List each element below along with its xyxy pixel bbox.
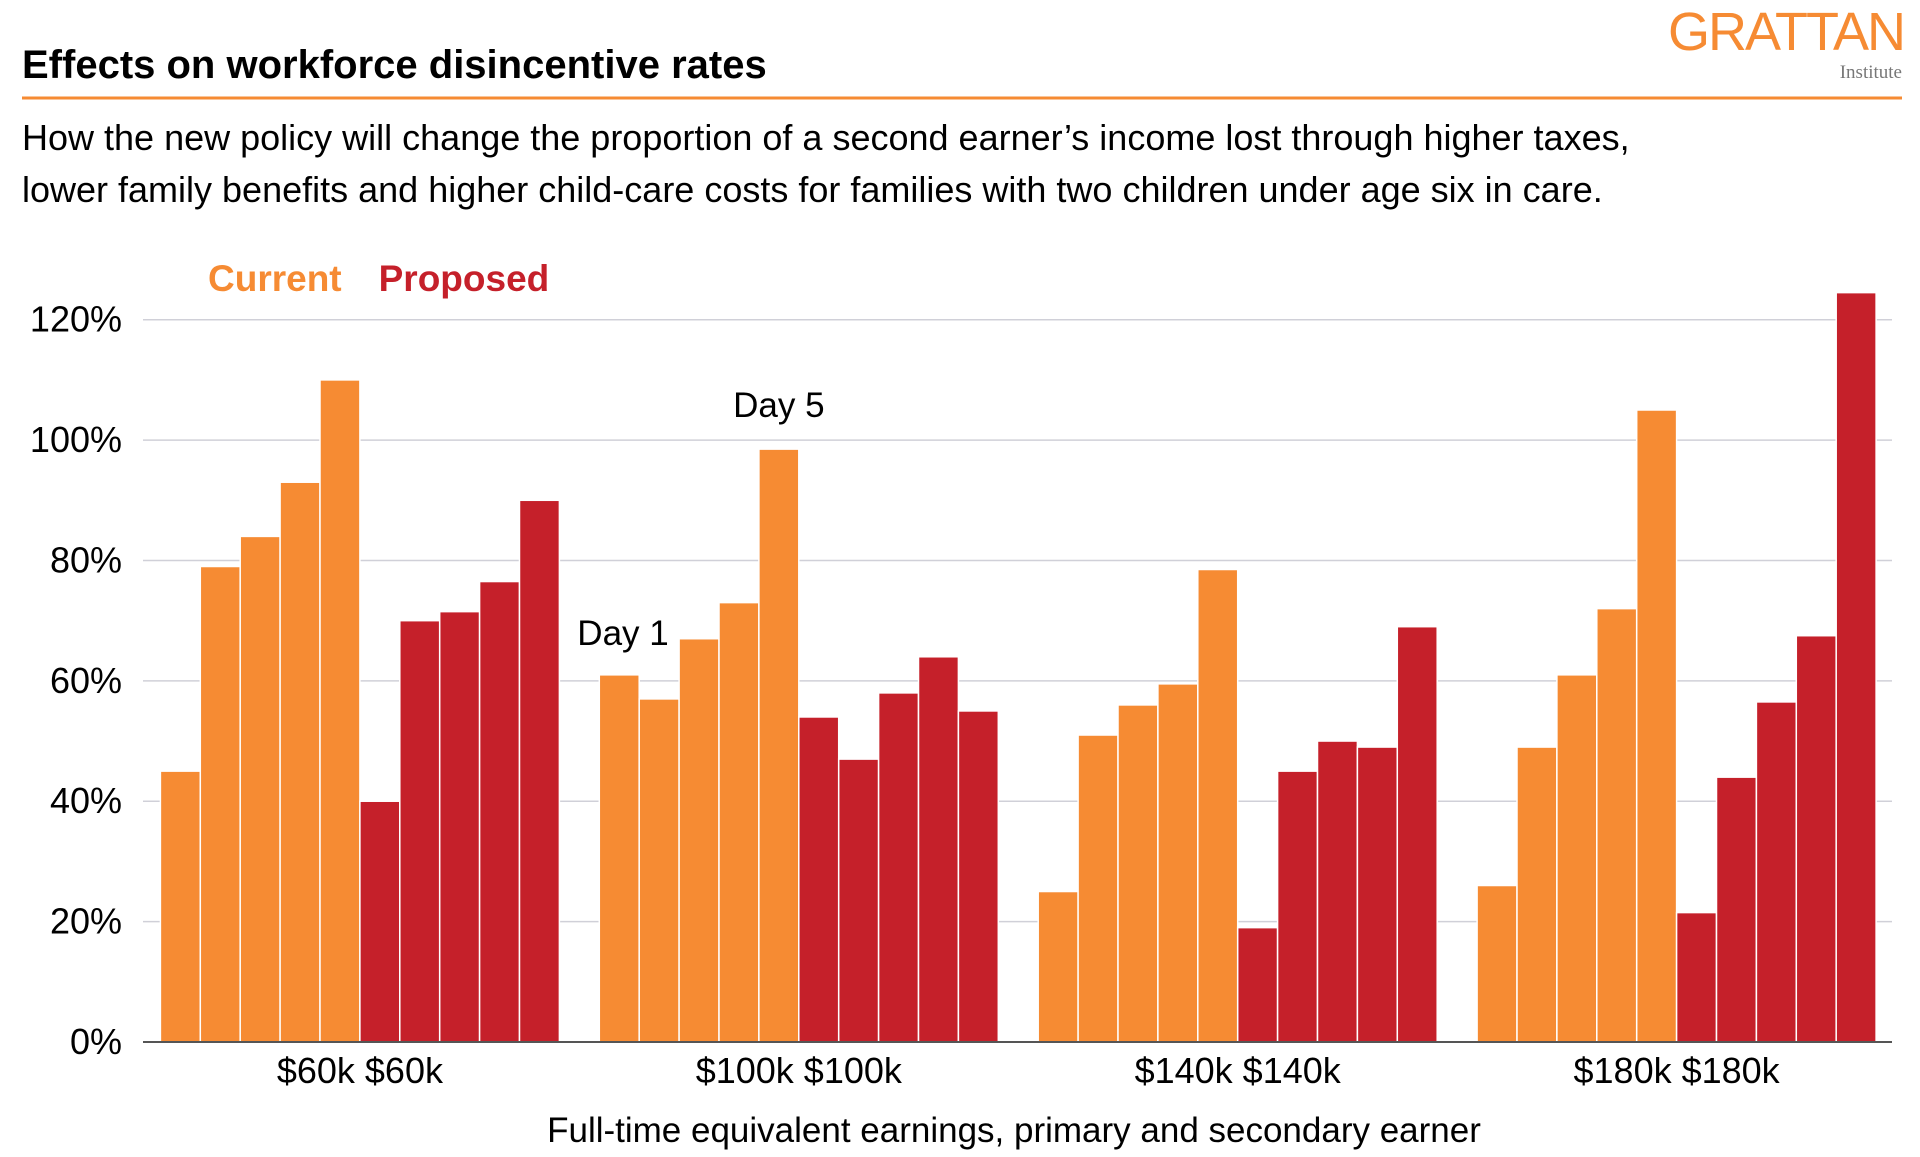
bar [438, 610, 481, 1043]
bar [1476, 884, 1518, 1043]
bar [1396, 625, 1438, 1043]
bar [1356, 746, 1399, 1043]
bar [957, 710, 1000, 1043]
bar [399, 619, 441, 1043]
x-tick-label: $180k $180k [1574, 1050, 1781, 1091]
bar [1316, 740, 1359, 1043]
bar [1715, 776, 1758, 1043]
bar [678, 637, 720, 1043]
bar [1795, 634, 1837, 1043]
bar [359, 800, 401, 1043]
bar [319, 379, 361, 1043]
bar [1596, 607, 1638, 1043]
bar [1516, 746, 1558, 1043]
bar [279, 481, 321, 1043]
y-tick-label: 40% [50, 780, 122, 821]
x-axis-label: Full-time equivalent earnings, primary a… [547, 1111, 1481, 1150]
bar [1556, 674, 1598, 1043]
bar [1635, 409, 1678, 1043]
y-tick-label: 60% [50, 660, 122, 701]
bar [877, 692, 920, 1043]
chart-title: Effects on workforce disincentive rates [22, 43, 767, 87]
bar [718, 601, 760, 1043]
bar [159, 770, 202, 1043]
bar [1157, 683, 1199, 1043]
bar [1675, 911, 1718, 1043]
bar [478, 580, 521, 1043]
bar [199, 565, 241, 1043]
bar [638, 698, 680, 1043]
brand-sub: Institute [1840, 62, 1902, 83]
bar [1236, 926, 1279, 1043]
bar [1835, 291, 1877, 1043]
bar [1197, 568, 1239, 1043]
bar [1117, 704, 1159, 1043]
bar [917, 656, 960, 1043]
annotation: Day 1 [577, 614, 668, 653]
y-tick-label: 0% [70, 1021, 122, 1062]
bar [1077, 734, 1119, 1043]
x-tick-label: $60k $60k [277, 1050, 444, 1091]
annotation: Day 5 [733, 386, 824, 425]
y-tick-label: 80% [50, 539, 122, 580]
legend-entry: Proposed [379, 258, 550, 299]
bar [1755, 701, 1798, 1043]
y-tick-label: 120% [30, 299, 122, 340]
subtitle-line: lower family benefits and higher child-c… [22, 169, 1603, 210]
bar [837, 758, 880, 1043]
bar [239, 535, 281, 1043]
bar [1276, 770, 1319, 1043]
x-tick-label: $100k $100k [696, 1050, 903, 1091]
bar [518, 499, 561, 1043]
brand-logo: GRATTAN [1668, 2, 1904, 62]
legend-entry: Current [208, 258, 342, 299]
bar [598, 674, 640, 1043]
subtitle-line: How the new policy will change the propo… [22, 117, 1630, 158]
y-tick-label: 20% [50, 901, 122, 942]
bar [758, 448, 800, 1043]
bar [798, 716, 840, 1043]
y-tick-label: 100% [30, 419, 122, 460]
bar [1037, 890, 1079, 1043]
x-tick-label: $140k $140k [1135, 1050, 1342, 1091]
